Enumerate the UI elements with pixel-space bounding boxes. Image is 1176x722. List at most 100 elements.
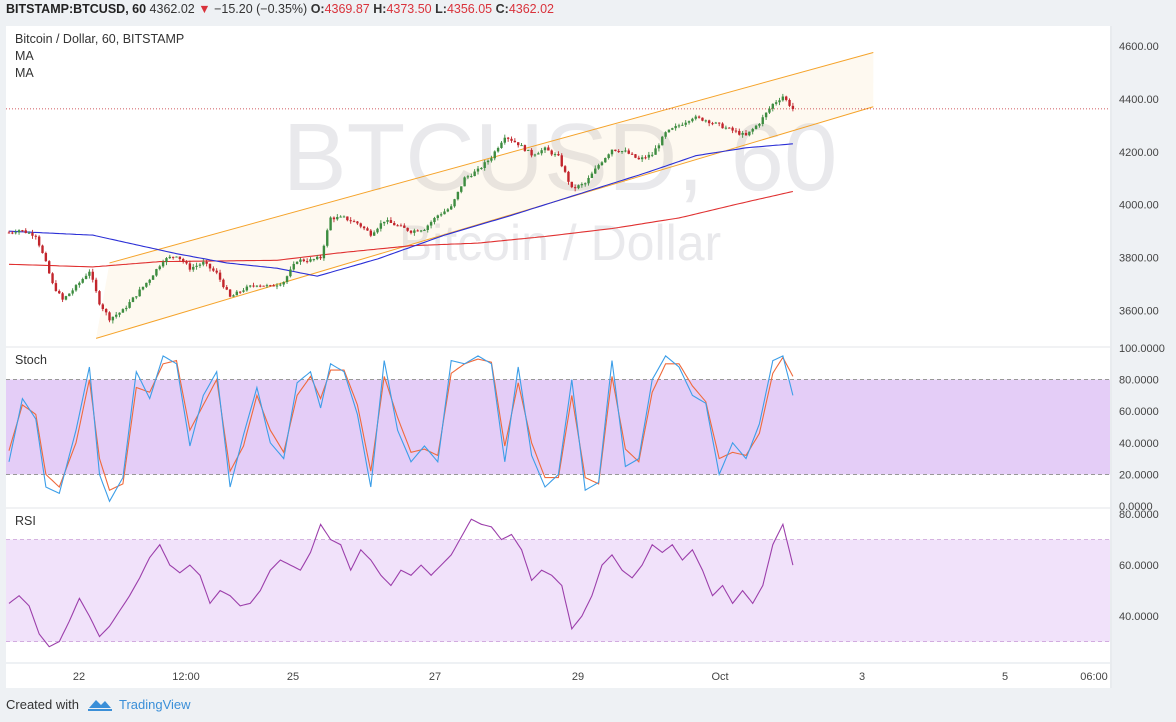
change-arrow-icon: ▼ [198,2,211,16]
time-axis-tick: 22 [73,671,85,683]
candle-body [41,245,44,254]
close-label: C: [495,2,509,16]
candle-body [413,230,416,233]
candle-body [707,120,711,124]
candle [292,261,295,271]
candle [125,305,128,312]
candle-body [436,215,439,218]
candle-body [610,149,614,155]
candle [617,149,620,153]
candle-body [84,275,88,280]
candle [393,221,396,226]
candle [228,289,232,298]
stoch-panel-title[interactable]: Stoch [15,353,47,367]
candle-body [661,136,664,146]
candle-body [352,221,356,223]
candle [530,148,533,158]
time-axis [6,664,1110,688]
rsi-panel-title[interactable]: RSI [15,514,36,528]
candle-body [751,128,754,132]
candle-body [369,230,372,236]
candle-body [433,217,436,223]
candle-body [429,222,433,226]
candle-body [600,162,604,166]
candle-body [279,284,282,286]
candle [336,214,339,221]
close-value: 4362.02 [508,2,554,16]
main-series-title[interactable]: Bitcoin / Dollar, 60, BITSTAMP [15,32,185,46]
ma-legend-2[interactable]: MA [15,66,34,80]
candle [272,284,275,287]
candle [282,281,285,287]
candle-body [24,230,27,233]
time-axis-tick: 5 [1002,671,1008,683]
candle-body [634,154,637,158]
symbol-label[interactable]: BITSTAMP:BTCUSD, 60 [6,2,147,16]
candle [724,125,728,130]
candle [570,181,573,189]
candle-body [506,137,510,139]
candle [182,257,185,264]
candle [527,149,530,151]
candle [567,170,570,185]
candle [466,174,470,180]
candle [135,296,138,300]
candle [21,229,24,232]
candle [493,150,496,161]
candle [17,229,21,235]
candle [379,220,383,232]
candle-body [774,102,778,104]
candle-body [272,285,275,287]
candle [587,175,590,186]
candle-body [309,259,312,262]
candle-body [734,130,738,132]
tradingview-logo-icon[interactable] [87,696,113,712]
candle [594,165,597,174]
candle-body [165,258,168,263]
candle [238,291,242,294]
candle-body [275,285,279,287]
candle-body [483,162,486,168]
candle [748,131,751,137]
candle [121,308,125,313]
stoch-axis-tick: 0.0000 [1119,501,1153,513]
candle-body [466,176,470,178]
candle-body [520,145,523,147]
candle [396,224,399,227]
candle-body [135,296,138,298]
candle-body [141,286,145,290]
candle [91,268,94,283]
candle [640,155,644,162]
candle-body [222,279,225,288]
candle-body [406,227,409,231]
candle-body [399,225,403,227]
candle-body [175,256,178,258]
candle-body [138,289,141,297]
candle [14,229,17,235]
candle-body [584,183,587,185]
tradingview-brand[interactable]: TradingView [118,696,191,712]
candle-body [21,230,24,232]
candle [225,285,228,291]
candle [11,231,14,235]
candle-body [339,216,342,218]
candle-body [647,154,651,158]
candle-body [372,232,376,236]
candle-body [426,225,429,230]
ma-legend-1[interactable]: MA [15,49,34,63]
candle-body [654,148,657,155]
candle [339,215,342,218]
candle [761,114,764,127]
price-axis-tick: 4600.00 [1119,41,1159,53]
candle-body [312,259,316,261]
candle [731,126,734,134]
candle-body [235,291,238,296]
candle-body [232,295,235,297]
candle-body [111,316,115,321]
candle-body [550,150,553,155]
candle-body [319,256,322,259]
candle [359,222,362,229]
candle-body [195,265,198,267]
candle [637,155,640,160]
